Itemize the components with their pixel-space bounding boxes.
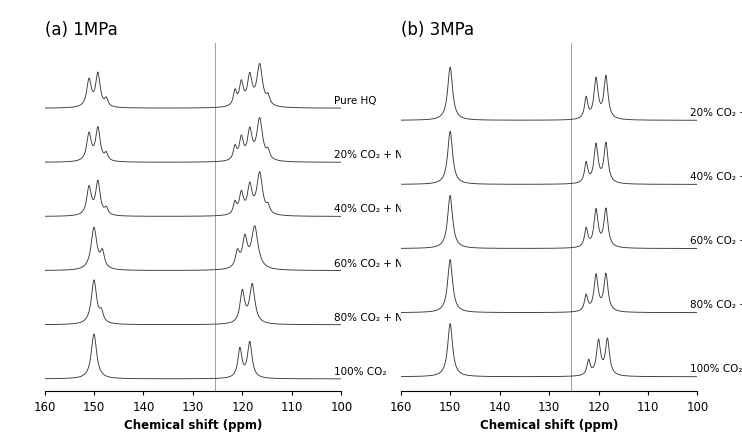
Text: 40% CO₂ + N₂: 40% CO₂ + N₂ [690,171,742,181]
Text: 80% CO₂ + N₂: 80% CO₂ + N₂ [334,312,407,322]
Text: (a) 1MPa: (a) 1MPa [45,21,117,39]
Text: 60% CO₂ + N₂: 60% CO₂ + N₂ [334,258,407,268]
Text: 20% CO₂ + N₂: 20% CO₂ + N₂ [690,108,742,118]
Text: 100% CO₂: 100% CO₂ [334,366,387,376]
Text: 100% CO₂: 100% CO₂ [690,363,742,373]
X-axis label: Chemical shift (ppm): Chemical shift (ppm) [124,418,262,431]
Text: 20% CO₂ + N₂: 20% CO₂ + N₂ [334,150,407,160]
Text: (b) 3MPa: (b) 3MPa [401,21,474,39]
Text: 40% CO₂ + N₂: 40% CO₂ + N₂ [334,204,407,214]
Text: 80% CO₂ + N₂: 80% CO₂ + N₂ [690,299,742,309]
Text: Pure HQ: Pure HQ [334,96,376,106]
X-axis label: Chemical shift (ppm): Chemical shift (ppm) [480,418,618,431]
Text: 60% CO₂ + N₂: 60% CO₂ + N₂ [690,235,742,245]
